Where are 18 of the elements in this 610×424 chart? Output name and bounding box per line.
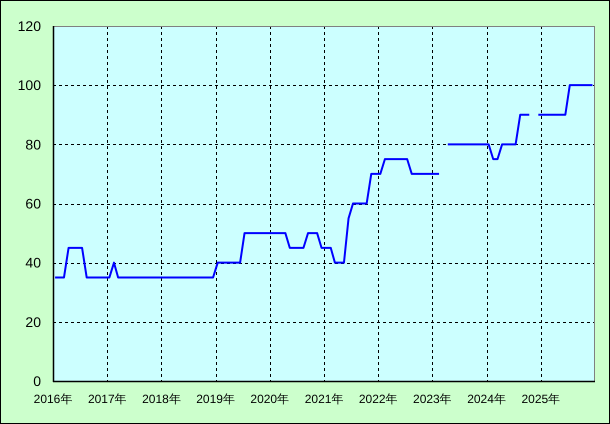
x-tick-label: 2025年	[521, 392, 560, 406]
x-tick-label: 2016年	[34, 392, 72, 406]
x-tick-label: 2019年	[196, 392, 235, 406]
y-tick-label: 120	[18, 18, 42, 34]
x-tick-label: 2024年	[467, 392, 506, 406]
y-tick-label: 40	[25, 254, 42, 271]
y-tick-label: 0	[33, 373, 42, 389]
x-tick-label: 2022年	[358, 392, 398, 406]
y-tick-label: 100	[18, 77, 42, 94]
x-tick-label: 2020年	[250, 392, 290, 406]
x-tick-label: 2023年	[413, 392, 452, 406]
x-tick-label: 2018年	[142, 392, 181, 406]
line-series	[54, 158, 440, 278]
x-tick-label: 2021年	[304, 392, 344, 406]
y-tick-label: 60	[25, 196, 42, 212]
y-tick-label: 80	[25, 136, 42, 152]
x-tick-label: 2017年	[88, 392, 127, 406]
y-tick-label: 20	[25, 314, 42, 330]
